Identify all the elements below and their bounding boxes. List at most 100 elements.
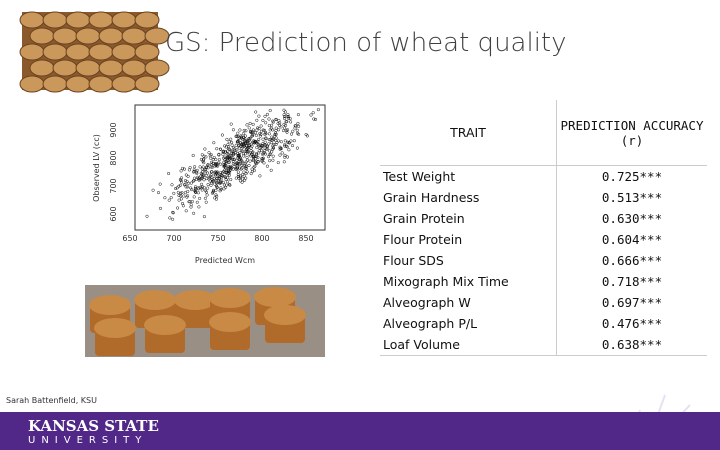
plot-dot <box>282 114 287 119</box>
plot-dot <box>279 140 283 144</box>
plot-dot <box>241 177 245 181</box>
plot-dot <box>256 139 260 143</box>
plot-dot <box>260 158 264 162</box>
plot-dot <box>241 132 246 136</box>
plot-dot <box>211 188 215 192</box>
plot-dot <box>207 151 211 155</box>
plot-dot <box>217 176 221 180</box>
loaf-top <box>209 312 251 332</box>
plot-dot <box>215 147 219 151</box>
plot-dot <box>184 173 188 177</box>
grain <box>42 11 68 29</box>
plot-dot <box>226 152 230 156</box>
plot-dot <box>282 108 286 112</box>
plot-dot <box>230 151 234 155</box>
plot-dot <box>210 191 215 195</box>
plot-dot <box>224 145 228 149</box>
plot-dot <box>295 146 299 150</box>
plot-dot <box>249 146 253 150</box>
loaf-top <box>209 288 251 308</box>
plot-dot <box>282 122 286 126</box>
header-cell: PREDICTION ACCURACY (r) <box>556 100 707 166</box>
plot-dot <box>249 172 253 176</box>
plot-dot <box>151 188 155 192</box>
plot-dot <box>250 167 254 171</box>
plot-dot <box>222 183 226 187</box>
plot-dot <box>201 165 205 169</box>
plot-dot <box>283 139 287 143</box>
plot-dot <box>270 123 274 127</box>
plot-dot <box>182 167 187 171</box>
plot-dot <box>215 181 219 185</box>
plot-dot <box>267 132 271 136</box>
plot-dot <box>257 149 261 153</box>
plot-dot <box>202 154 206 158</box>
plot-dot <box>244 176 248 180</box>
grain <box>98 27 124 45</box>
plot-dot <box>309 113 313 117</box>
grain <box>111 75 137 93</box>
plot-dot <box>267 138 271 142</box>
grain <box>144 59 170 77</box>
plot-dot <box>258 134 262 138</box>
plot-dot <box>261 152 265 156</box>
plot-dot <box>239 141 243 145</box>
plot-dot <box>196 177 200 181</box>
plot-dot <box>295 131 300 135</box>
plot-dot <box>229 137 233 141</box>
plot-dot <box>198 196 202 200</box>
plot-dot <box>198 165 202 169</box>
plot-dot <box>214 184 219 188</box>
plot-dot <box>248 136 253 140</box>
grain <box>52 59 78 77</box>
plot-dot <box>184 209 188 213</box>
plot-dot <box>183 182 187 186</box>
plot-dot <box>285 145 289 149</box>
plot-dot <box>254 162 259 166</box>
plot-dot <box>277 128 281 132</box>
plot-dot <box>252 155 256 159</box>
plot-dot <box>264 136 268 140</box>
plot-dot <box>231 156 235 160</box>
plot-dot <box>218 162 223 166</box>
plot-dot <box>189 205 193 209</box>
plot-dot <box>287 148 291 152</box>
plot-dot <box>311 111 315 115</box>
plot-dot <box>235 166 239 170</box>
plot-dot <box>262 128 267 132</box>
plot-dot <box>231 159 235 163</box>
plot-dot <box>244 141 248 145</box>
plot-dot <box>187 168 191 172</box>
table-row: Test Weight 0.725*** <box>380 165 707 187</box>
plot-dot <box>183 191 187 195</box>
plot-dot <box>283 126 287 130</box>
plot-dot <box>290 144 295 148</box>
plot-dot <box>250 130 254 134</box>
plot-dot <box>285 130 289 134</box>
plot-dot <box>220 133 224 137</box>
plot-dot <box>283 116 287 121</box>
plot-dot <box>231 158 235 162</box>
plot-dot <box>227 169 231 173</box>
plot-dot <box>225 180 230 184</box>
plot-dot <box>190 188 194 192</box>
plot-dot <box>239 167 243 171</box>
plot-dot <box>236 161 241 165</box>
plot-dot <box>224 166 228 170</box>
plot-dot <box>188 200 192 204</box>
plot-dot <box>274 117 278 122</box>
plot-dot <box>251 122 255 126</box>
accuracy-table: TRAIT PREDICTION ACCURACY (r) Test Weigh… <box>380 100 707 356</box>
grain <box>42 75 68 93</box>
plot-dot <box>204 189 208 193</box>
plot-dot <box>254 153 258 157</box>
plot-dot <box>243 152 247 156</box>
plot-dot <box>212 141 216 145</box>
plot-dot <box>257 137 261 141</box>
plot-dot <box>224 159 228 163</box>
plot-dot <box>252 141 256 145</box>
plot-dot <box>218 175 222 179</box>
grain <box>88 11 114 29</box>
plot-dot <box>224 177 228 182</box>
